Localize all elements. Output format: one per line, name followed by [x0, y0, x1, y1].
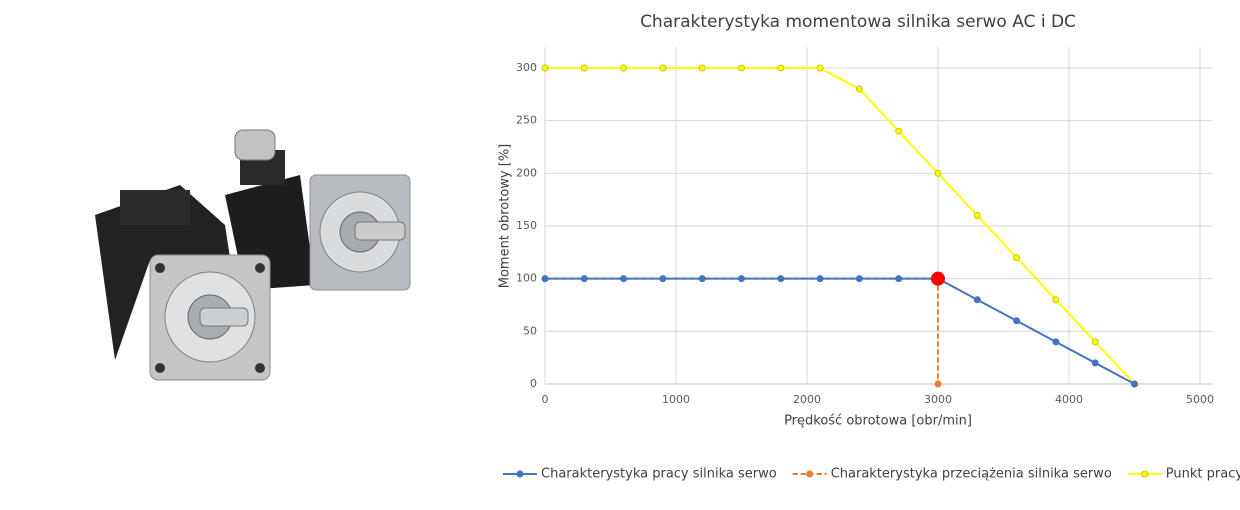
x-axis-title: Prędkość obrotowa [obr/min] — [784, 414, 972, 429]
data-point — [895, 127, 903, 135]
y-tick-label: 250 — [516, 114, 537, 127]
data-point — [1013, 254, 1021, 262]
data-point — [855, 275, 863, 283]
y-tick-label: 200 — [516, 166, 537, 179]
series-line — [545, 277, 1135, 385]
y-tick-label: 50 — [523, 324, 537, 337]
data-point — [659, 64, 667, 72]
chart-title: Charakterystyka momentowa silnika serwo … — [640, 12, 1076, 32]
data-point — [816, 64, 824, 72]
data-point — [659, 275, 667, 283]
data-point — [777, 275, 785, 283]
motor-photo — [95, 129, 411, 381]
data-point — [816, 275, 824, 283]
data-point — [934, 169, 942, 177]
y-tick-label: 150 — [516, 219, 537, 232]
x-tick-label: 3000 — [924, 393, 952, 406]
data-point — [698, 64, 706, 72]
data-point — [698, 275, 706, 283]
data-point — [973, 211, 981, 219]
x-tick-label: 5000 — [1186, 393, 1214, 406]
data-point — [620, 64, 628, 72]
y-tick-label: 100 — [516, 272, 537, 285]
x-tick-label: 4000 — [1055, 393, 1083, 406]
data-point — [620, 275, 628, 283]
x-tick-label: 0 — [542, 393, 549, 406]
data-point — [1131, 380, 1138, 388]
data-point — [1052, 338, 1060, 346]
legend-label: Punkt pracy — [1166, 467, 1240, 482]
legend-marker — [806, 470, 814, 478]
x-tick-label: 1000 — [662, 393, 690, 406]
series-line — [545, 67, 1136, 385]
legend-label: Charakterystyka pracy silnika serwo — [541, 467, 777, 482]
legend-marker — [1141, 470, 1149, 478]
data-point — [777, 64, 785, 72]
data-point — [1091, 359, 1099, 367]
y-tick-label: 0 — [530, 377, 537, 390]
data-point — [855, 85, 863, 93]
data-point — [580, 64, 588, 72]
y-axis-title: Moment obrotowy [%] — [498, 144, 513, 289]
highlight-point — [931, 271, 945, 286]
data-point — [738, 275, 745, 283]
data-point — [1091, 338, 1099, 346]
data-point — [973, 296, 981, 304]
data-point — [1013, 317, 1021, 325]
data-point — [541, 275, 549, 283]
data-point — [541, 64, 549, 72]
data-point — [580, 275, 588, 283]
data-point — [738, 64, 745, 72]
y-tick-label: 300 — [516, 61, 537, 74]
legend-marker — [516, 470, 524, 478]
legend-label: Charakterystyka przeciążenia silnika ser… — [831, 467, 1112, 482]
x-tick-label: 2000 — [793, 393, 821, 406]
data-point — [895, 275, 903, 283]
data-point — [934, 380, 942, 388]
data-point — [1052, 296, 1060, 304]
